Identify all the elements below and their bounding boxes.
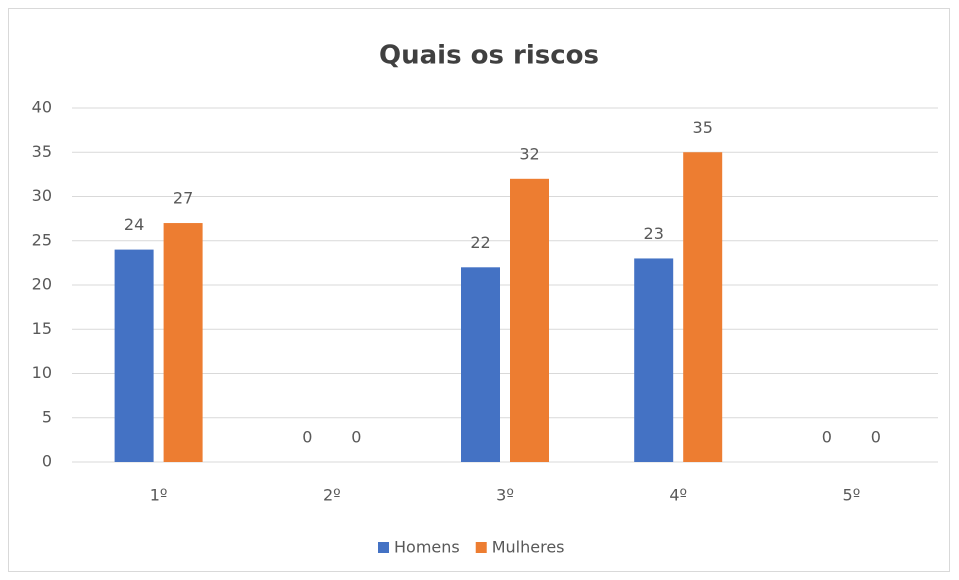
x-tick-label: 1º [150, 486, 168, 505]
data-label: 23 [644, 224, 664, 243]
data-label: 0 [822, 428, 832, 447]
bar [683, 152, 723, 462]
legend-label: Homens [394, 538, 460, 557]
bar [510, 178, 549, 463]
bar [461, 267, 500, 462]
y-tick-label: 0 [42, 452, 52, 471]
y-tick-label: 20 [32, 275, 52, 294]
data-label: 0 [351, 428, 361, 447]
data-label: 0 [871, 428, 881, 447]
legend-swatch [475, 542, 487, 553]
y-tick-label: 15 [32, 319, 52, 338]
data-label: 27 [173, 189, 193, 208]
y-tick-label: 10 [32, 363, 52, 382]
chart-title: Quais os riscos [379, 41, 599, 71]
bar [634, 258, 674, 462]
x-tick-label: 4º [669, 486, 687, 505]
x-tick-label: 2º [323, 486, 341, 505]
data-label: 35 [693, 118, 713, 137]
bar [114, 249, 154, 462]
data-label: 32 [519, 144, 539, 163]
data-label: 22 [470, 233, 490, 252]
x-tick-label: 5º [843, 486, 861, 505]
y-tick-label: 35 [32, 142, 52, 161]
x-tick-label: 3º [496, 486, 514, 505]
data-label: 24 [124, 215, 144, 234]
legend-label: Mulheres [492, 538, 565, 557]
y-tick-label: 40 [32, 98, 52, 117]
y-tick-label: 30 [32, 186, 52, 205]
bar [163, 223, 203, 462]
legend-swatch [378, 542, 389, 553]
y-tick-label: 25 [32, 230, 52, 249]
y-tick-label: 5 [42, 407, 52, 426]
data-label: 0 [302, 428, 312, 447]
